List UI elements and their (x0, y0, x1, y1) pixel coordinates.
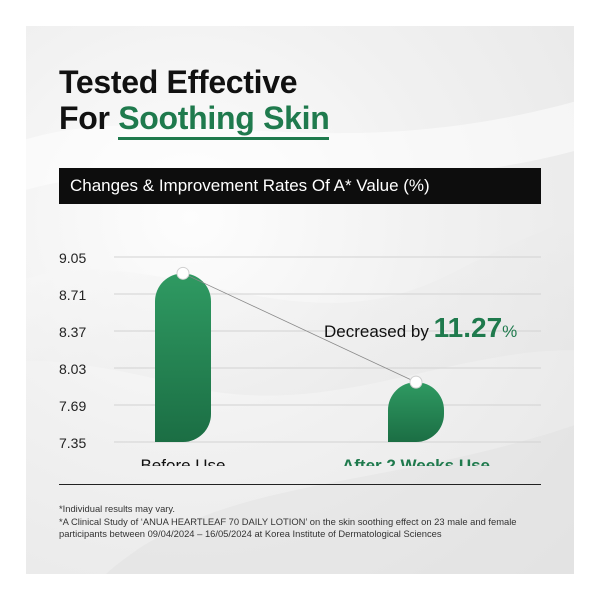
annotation-value: 11.27 (434, 312, 503, 343)
y-tick-label: 8.37 (59, 324, 86, 340)
footnote-2: *A Clinical Study of ‘ANUA HEARTLEAF 70 … (59, 515, 517, 540)
footer-divider (59, 484, 541, 485)
y-tick-label: 8.03 (59, 361, 86, 377)
annotation-prefix: Decreased by (324, 322, 434, 341)
title-line-2: For Soothing Skin (59, 100, 330, 140)
bar-top-point-2 (409, 375, 423, 389)
bar-1 (155, 273, 211, 442)
y-tick-label: 7.35 (59, 435, 86, 451)
chart-banner: Changes & Improvement Rates Of A* Value … (59, 168, 541, 204)
title-highlight: Soothing Skin (118, 100, 330, 140)
title-prefix: For (59, 100, 119, 136)
footnote-1: *Individual results may vary. (59, 503, 176, 514)
annotation-label: Decreased by 11.27% (324, 312, 517, 343)
bar-2 (388, 382, 444, 442)
footnotes: *Individual results may vary. *A Clinica… (59, 503, 549, 541)
chart: 9.05 8.71 8.37 8.03 7.69 7.35 Before Use After… (59, 250, 541, 466)
title-line-1: Tested Effective (59, 64, 298, 100)
card: Tested Effective For Soothing Skin Chang… (26, 26, 574, 574)
y-tick-label: 9.05 (59, 250, 86, 266)
page-title: Tested Effective For Soothing Skin (59, 64, 330, 140)
trend-connector (182, 272, 417, 383)
category-label: Before Use (140, 456, 225, 466)
y-tick-label: 8.71 (59, 287, 86, 303)
annotation-unit: % (502, 322, 517, 341)
category-label: After 2 Weeks Use (342, 456, 490, 466)
y-tick-label: 7.69 (59, 398, 86, 414)
bar-top-point-1 (176, 266, 190, 280)
